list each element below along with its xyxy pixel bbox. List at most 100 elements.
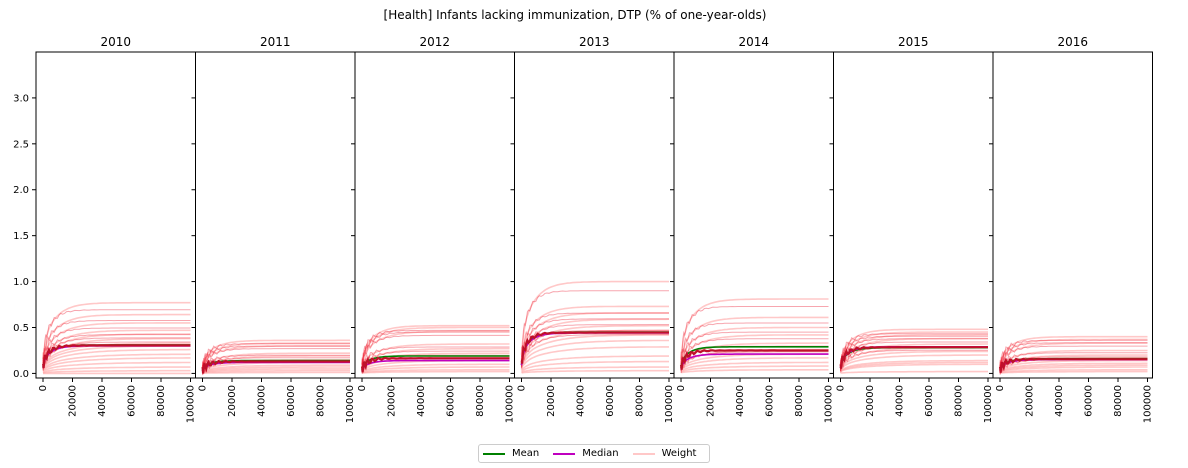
x-tick-label: 0 (836, 385, 847, 391)
weight-line (521, 369, 669, 374)
x-tick-label: 80000 (794, 385, 805, 417)
x-tick-label: 60000 (605, 385, 616, 417)
legend-item-median: Median (553, 448, 619, 459)
x-tick-label: 40000 (576, 385, 587, 417)
trace-line (202, 354, 350, 375)
weight-line (520, 312, 669, 362)
trace-line (521, 334, 669, 370)
weight-line (42, 357, 191, 371)
panel-curves (360, 324, 510, 374)
weight-line (999, 342, 1148, 368)
legend-label-mean: Mean (512, 448, 540, 459)
weight-line (839, 350, 988, 370)
x-tick-label: 20000 (706, 385, 717, 417)
panel-2010: 2010 0 20000 40000 60000 80000 100000 0.0 0.5 1.0… (13, 35, 196, 423)
weight-line (680, 298, 829, 359)
trace-line (202, 345, 350, 373)
trace-line (521, 290, 669, 357)
weight-line (520, 346, 669, 369)
panel-2014: 2014 0 20000 40000 60000 80000 100000 (670, 35, 835, 423)
weight-line (202, 368, 351, 374)
panel-title: 2010 (100, 35, 131, 49)
x-tick-label: 60000 (286, 385, 297, 417)
y-tick-label: 2.0 (13, 185, 29, 196)
weight-line (840, 363, 988, 373)
y-tick-label: 1.0 (13, 277, 29, 288)
panel-2013: 2013 0 20000 40000 60000 80000 100000 (510, 35, 675, 423)
x-tick-label: 40000 (1054, 385, 1065, 417)
weight-line (680, 365, 829, 373)
weight-line (680, 326, 829, 365)
trace-line (521, 312, 669, 365)
weight-line (999, 335, 1148, 367)
mean-line (680, 346, 829, 369)
weight-line (362, 370, 510, 374)
weight-line (201, 342, 350, 368)
weight-line (839, 361, 988, 372)
trace-line (680, 331, 829, 367)
x-tick-label: 80000 (954, 385, 965, 417)
weight-line (202, 366, 350, 373)
weight-line (201, 352, 350, 370)
combined-line (41, 344, 191, 369)
panel-frame (354, 51, 515, 379)
trace-line (361, 334, 510, 368)
weight-line (839, 334, 988, 366)
panel-frame (992, 51, 1153, 379)
legend-swatch-median (553, 452, 576, 455)
y-tick-label: 0.5 (13, 323, 29, 334)
legend: Mean Median Weight (478, 444, 710, 463)
weight-line (361, 343, 510, 368)
weight-line (520, 355, 669, 371)
panel-title: 2012 (419, 35, 450, 49)
combined-line (998, 357, 1148, 373)
trace-line (361, 346, 510, 373)
x-tick-label: 20000 (68, 385, 79, 417)
panel-curves (839, 328, 988, 374)
panel-title: 2013 (579, 35, 610, 49)
combined-line (201, 359, 350, 374)
x-tick-label: 100000 (983, 385, 994, 423)
trace-line (42, 320, 191, 367)
x-tick-label: 20000 (227, 385, 238, 417)
weight-line (202, 371, 350, 374)
weight-line (361, 326, 510, 365)
trace-line (521, 329, 669, 368)
panel-curves (998, 335, 1148, 375)
panel-2015: 2015 0 20000 40000 60000 80000 100000 (829, 35, 994, 423)
trace-line (42, 327, 191, 366)
legend-label-median: Median (582, 448, 619, 459)
weight-line (680, 357, 829, 371)
x-tick-label: 0 (676, 385, 687, 391)
x-tick-label: 20000 (387, 385, 398, 417)
panel-title: 2011 (260, 35, 291, 49)
panel-curves (520, 280, 670, 374)
trace-line (680, 322, 829, 367)
weight-line (839, 343, 988, 368)
weight-line (680, 316, 829, 363)
trace-line (42, 309, 191, 361)
weight-line (361, 324, 510, 364)
legend-item-mean: Mean (483, 448, 539, 459)
median-line (680, 353, 829, 370)
x-tick-label: 40000 (257, 385, 268, 417)
weight-line (680, 334, 829, 366)
x-tick-label: 40000 (97, 385, 108, 417)
trace-line (999, 342, 1148, 372)
weight-line (42, 353, 191, 371)
weight-line (999, 349, 1148, 370)
panel-curves (41, 301, 191, 375)
weight-line (42, 329, 191, 365)
trace-line (521, 324, 669, 368)
panel-curves (201, 339, 351, 376)
y-tick-label: 3.0 (13, 93, 29, 104)
weight-line (361, 363, 510, 373)
combined-line (520, 331, 669, 364)
x-tick-label: 100000 (824, 385, 835, 423)
panel-2012: 2012 0 20000 40000 60000 80000 100000 (351, 35, 516, 423)
weight-line (680, 361, 829, 372)
weight-line (361, 366, 510, 373)
panel-title: 2016 (1057, 35, 1088, 49)
trace-line (202, 348, 350, 370)
chart-title: [Health] Infants lacking immunization, D… (384, 8, 767, 22)
